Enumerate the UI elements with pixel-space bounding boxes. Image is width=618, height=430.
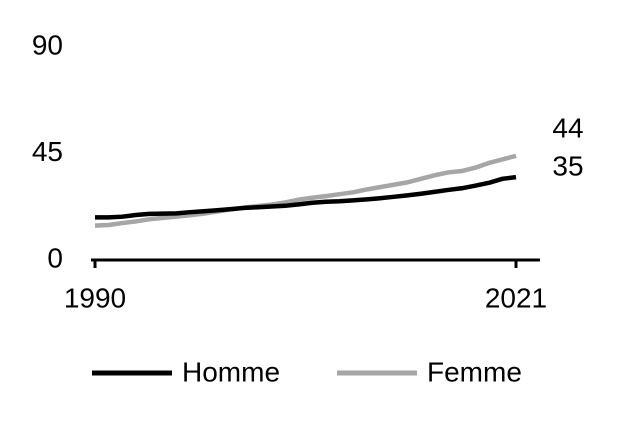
- legend-label: Homme: [182, 356, 280, 387]
- y-tick-label: 45: [32, 136, 63, 167]
- x-tick-label: 2021: [485, 282, 547, 313]
- x-tick-label: 1990: [64, 282, 126, 313]
- y-tick-label: 90: [32, 29, 63, 60]
- legend-label: Femme: [427, 356, 522, 387]
- line: [94, 153, 517, 228]
- end-label: 44: [552, 112, 583, 143]
- end-label: 35: [552, 151, 583, 182]
- y-tick-label: 0: [47, 242, 63, 273]
- line: [95, 174, 517, 220]
